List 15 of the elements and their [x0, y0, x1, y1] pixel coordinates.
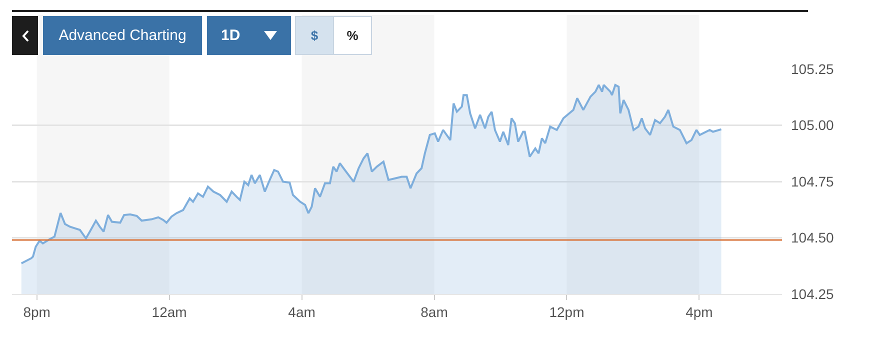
currency-toggle: $: [295, 16, 334, 55]
x-tick-label: 4pm: [686, 304, 713, 320]
x-tick-label: 8pm: [23, 304, 50, 320]
y-tick-label: 104.25: [791, 286, 834, 302]
x-tick-label: 8am: [420, 304, 448, 320]
x-tick-label: 4am: [288, 304, 316, 320]
period-dropdown: 1D: [207, 16, 291, 55]
percent-toggle: %: [333, 16, 372, 55]
y-tick-label: 104.75: [791, 173, 834, 190]
y-tick-label: 104.50: [791, 230, 834, 246]
y-tick-label: 105.25: [791, 60, 834, 77]
charting-button: Advanced Charting: [43, 16, 202, 55]
x-tick-label: 12am: [152, 304, 187, 320]
y-tick-label: 105.00: [791, 117, 834, 134]
x-tick-label: 12pm: [549, 304, 584, 320]
